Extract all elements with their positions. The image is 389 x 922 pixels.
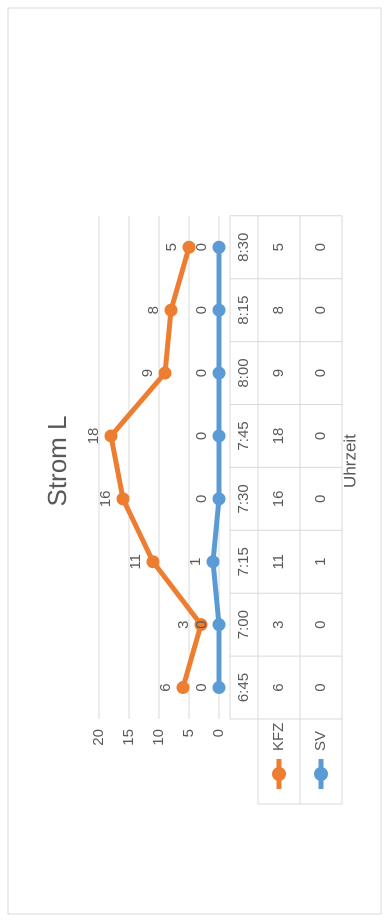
y-axis-ticks: 0 5 10 15 20 [90,729,227,746]
legend-key-marker [272,767,286,781]
table-cell: 0 [312,369,329,377]
category-label: 6:45 [235,673,252,702]
table-cell: 11 [270,554,287,570]
x-axis-title: Uhrzeit [340,434,359,488]
table-cell: 0 [312,683,329,691]
data-label: 0 [193,432,210,440]
data-table: 6:457:007:157:307:458:008:158:30KFZ63111… [229,215,343,805]
data-label: 9 [139,369,156,377]
legend-key-marker [314,767,328,781]
table-cell: 9 [270,369,287,377]
series-marker [212,618,226,632]
category-label: 7:15 [235,547,252,576]
data-label: 0 [193,495,210,503]
category-label: 8:00 [235,358,252,387]
series-marker [212,492,226,506]
series-marker [206,555,220,569]
data-label: 6 [157,683,174,691]
table-cell: 16 [270,491,287,508]
data-label: 5 [163,243,180,251]
y-tick-label: 15 [120,729,137,746]
data-label: 16 [97,491,114,508]
series-marker [212,681,226,695]
y-tick-label: 20 [90,729,107,746]
data-label: 0 [193,369,210,377]
table-cell: 1 [312,558,329,566]
data-label: 8 [145,306,162,314]
table-cell: 6 [270,683,287,691]
data-label: 0 [193,620,210,628]
series-marker [146,555,160,569]
table-cell: 0 [312,432,329,440]
data-label: 11 [127,554,144,570]
category-label: 8:30 [235,233,252,262]
data-label: 0 [193,683,210,691]
series-marker [182,240,196,254]
y-tick-label: 10 [150,729,167,746]
category-label: 7:30 [235,484,252,513]
series-marker [104,429,118,443]
chart-title: Strom L [42,415,72,506]
series-marker [158,366,172,380]
category-label: 7:00 [235,610,252,639]
table-cell: 0 [312,495,329,503]
category-label: 7:45 [235,421,252,450]
series-marker [212,303,226,317]
table-cell: 5 [270,243,287,251]
series-line [108,244,204,691]
table-cell: 0 [312,306,329,314]
data-label: 0 [193,306,210,314]
category-label: 8:15 [235,296,252,325]
series-marker [212,366,226,380]
table-cell: 8 [270,306,287,314]
table-cell: 0 [312,243,329,251]
series-marker [212,429,226,443]
series-line [210,244,222,691]
series-marker [116,492,130,506]
series-marker [212,240,226,254]
series-layer [104,240,226,695]
data-label: 18 [85,428,102,445]
table-cell: 18 [270,428,287,445]
series-marker [164,303,178,317]
data-labels: 6 3 11 16 18 9 8 5 0 0 1 0 0 0 0 0 [85,243,210,692]
data-label: 3 [175,620,192,628]
data-label: 0 [193,243,210,251]
series-marker [176,681,190,695]
table-cell: 0 [312,620,329,628]
legend-label: SV [312,731,329,751]
series-marker [194,618,208,632]
y-tick-label: 5 [180,729,197,737]
y-tick-label: 0 [210,729,227,737]
table-cell: 3 [270,620,287,628]
data-label: 1 [187,558,204,566]
legend-label: KFZ [270,723,287,751]
